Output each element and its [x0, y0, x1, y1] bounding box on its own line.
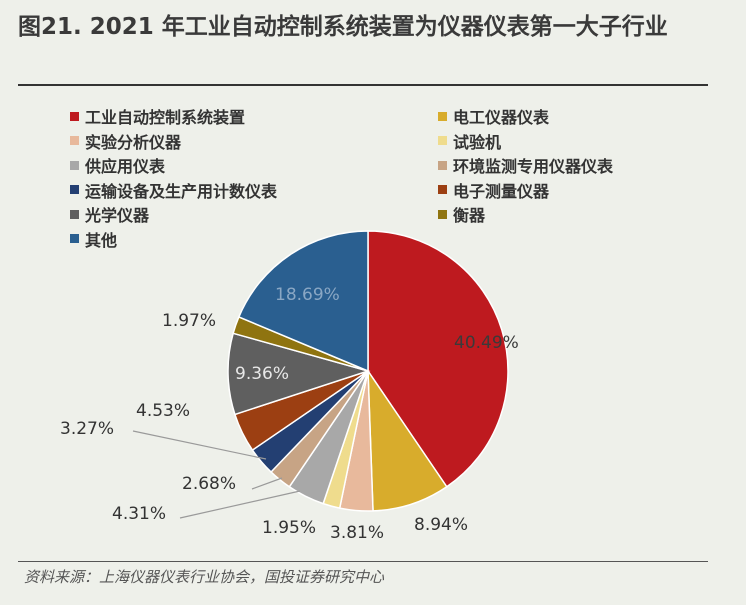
slice-value-label: 8.94% — [414, 515, 468, 535]
leader-line — [132, 430, 267, 460]
legend-item: 供应用仪表 — [70, 153, 165, 177]
leader-line — [251, 477, 283, 490]
legend-swatch — [70, 234, 79, 243]
legend-label: 运输设备及生产用计数仪表 — [85, 181, 278, 201]
legend-item: 实验分析仪器 — [70, 129, 181, 153]
legend-label: 试验机 — [453, 132, 502, 152]
legend-swatch — [438, 160, 447, 170]
legend-label: 供应用仪表 — [85, 157, 166, 176]
legend-label: 衡器 — [453, 206, 486, 225]
legend-label: 其他 — [85, 230, 118, 250]
legend-item: 衡器 — [438, 202, 485, 226]
slice-value-label: 1.97% — [162, 311, 216, 331]
slice-value-label: 2.68% — [182, 474, 236, 494]
pie-slice — [367, 230, 509, 488]
legend-item: 试验机 — [438, 129, 501, 153]
legend-label: 光学仪器 — [85, 206, 150, 225]
legend-label: 工业自动控制系统装置 — [85, 108, 246, 127]
slice-value-label: 40.49% — [454, 333, 519, 353]
source-note: 资料来源：上海仪器仪表行业协会，国投证券研究中心 — [24, 568, 385, 586]
legend-label: 电工仪器仪表 — [453, 108, 550, 127]
slice-value-label: 1.95% — [262, 518, 316, 538]
pie-slice — [227, 332, 371, 416]
legend-label: 实验分析仪器 — [85, 132, 182, 152]
legend-item: 环境监测专用仪器仪表 — [438, 153, 613, 177]
legend-label: 电子测量仪器 — [453, 181, 550, 201]
legend-item: 运输设备及生产用计数仪表 — [70, 178, 277, 202]
slice-value-label: 4.53% — [136, 401, 190, 421]
legend-swatch — [438, 185, 447, 194]
legend-swatch — [70, 160, 79, 170]
legend-swatch — [438, 209, 447, 219]
legend-swatch — [70, 185, 79, 194]
slice-value-label: 18.69% — [275, 285, 340, 305]
legend-swatch — [438, 111, 447, 121]
pie-slice — [237, 230, 369, 373]
legend-item: 电工仪器仪表 — [438, 104, 549, 128]
legend-swatch — [70, 136, 79, 145]
source-divider — [18, 561, 708, 562]
legend-swatch — [438, 136, 447, 145]
legend-label: 环境监测专用仪器仪表 — [453, 157, 614, 176]
slice-value-label: 3.27% — [60, 419, 114, 439]
slice-value-label: 4.31% — [112, 504, 166, 524]
slice-value-label: 9.36% — [235, 364, 289, 384]
legend-item: 其他 — [70, 227, 117, 251]
legend-item: 电子测量仪器 — [438, 178, 549, 202]
legend-swatch — [70, 111, 79, 121]
title-divider — [18, 84, 708, 86]
legend-swatch — [70, 209, 79, 219]
leader-line — [179, 490, 301, 519]
slice-value-label: 3.81% — [330, 523, 384, 543]
legend-item: 光学仪器 — [70, 202, 149, 226]
legend-item: 工业自动控制系统装置 — [70, 104, 245, 128]
chart-title: 图21. 2021 年工业自动控制系统装置为仪器仪表第一大子行业 — [18, 14, 668, 40]
